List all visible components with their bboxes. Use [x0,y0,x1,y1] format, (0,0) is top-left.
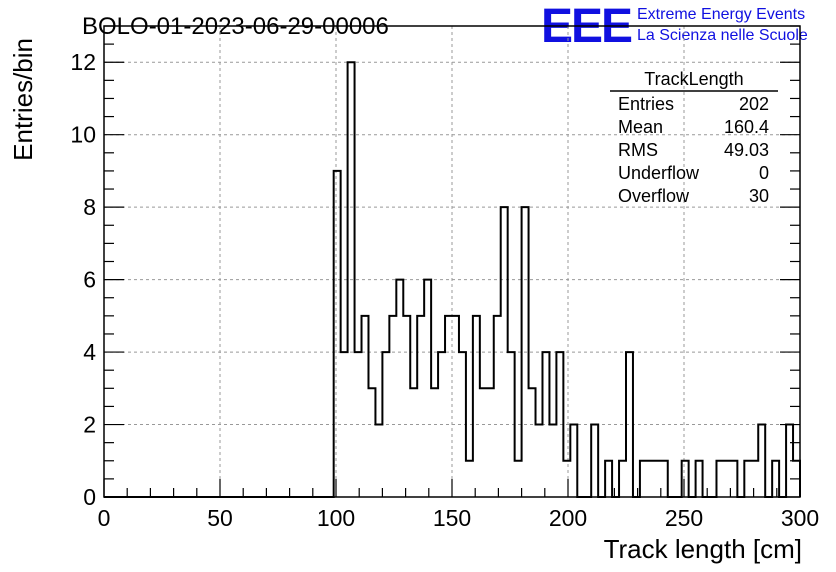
y-tick-label: 4 [83,339,96,365]
y-axis-title: Entries/bin [8,38,38,161]
stats-row-label: Overflow [618,186,690,206]
x-tick-label: 0 [98,505,111,531]
y-tick-label: 6 [83,267,96,293]
stats-row-label: Entries [618,94,674,114]
y-tick-label: 2 [83,412,96,438]
x-tick-label: 100 [317,505,355,531]
x-tick-label: 250 [665,505,703,531]
stats-row-value: 160.4 [724,117,769,137]
y-tick-label: 10 [70,122,96,148]
stats-box: TrackLength Entries 202 Mean 160.4 RMS 49.03 U… [610,69,778,206]
y-tick-label: 12 [70,49,96,75]
brand-line-1: Extreme Energy Events [637,6,805,23]
stats-row-value: 0 [759,163,769,183]
stats-row-value: 30 [749,186,769,206]
stats-box-title: TrackLength [644,69,743,89]
x-tick-label: 300 [781,505,819,531]
stats-row-label: Underflow [618,163,700,183]
stats-row-label: Mean [618,117,663,137]
y-tick-label: 8 [83,194,96,220]
x-tick-label: 200 [549,505,587,531]
x-tick-label: 50 [207,505,233,531]
stats-row-label: RMS [618,140,658,160]
grid-lines [104,26,800,497]
x-tick-label: 150 [433,505,471,531]
x-tick-labels: 0 50 100 150 200 250 300 [98,505,820,531]
axis-ticks [103,25,801,498]
x-axis-title: Track length [cm] [604,534,802,564]
y-tick-label: 0 [83,484,96,510]
stats-row-value: 202 [739,94,769,114]
stats-row-value: 49.03 [724,140,769,160]
y-tick-labels: 0 2 4 6 8 10 12 [70,49,96,510]
brand-line-2: La Scienza nelle Scuole [637,27,808,44]
